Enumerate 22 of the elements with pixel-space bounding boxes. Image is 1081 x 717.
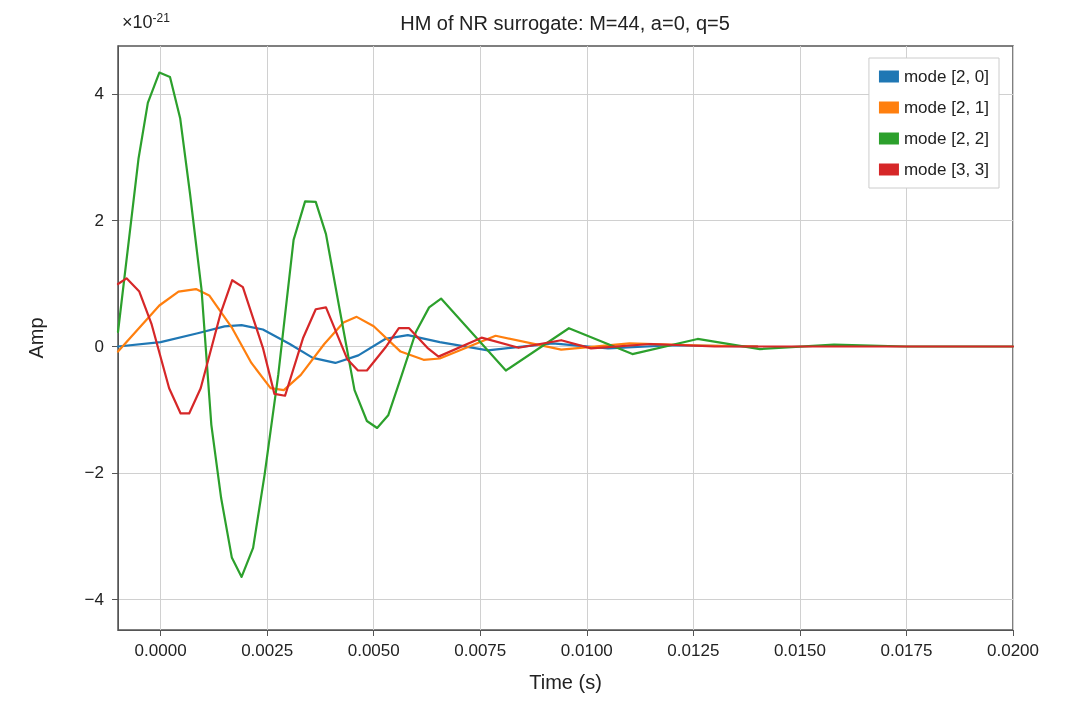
line-series <box>116 277 1015 415</box>
legend-label: mode [3, 3] <box>903 160 990 179</box>
y-axis-title: Amp <box>25 317 47 359</box>
x-tick-label: 0.0125 <box>667 641 720 660</box>
x-tick-label: 0.0200 <box>987 641 1039 660</box>
y-tick-label: 2 <box>94 210 104 230</box>
y-tick-label: 4 <box>94 84 104 104</box>
y-tick-label: −2 <box>84 463 104 483</box>
y-tick-label: −4 <box>84 589 104 609</box>
x-axis-title: Time (s) <box>529 671 602 693</box>
x-tick-label: 0.0000 <box>134 641 187 660</box>
x-tick-label: 0.0075 <box>454 641 507 660</box>
x-tick-label: 0.0025 <box>241 641 294 660</box>
x-tick-label: 0.0150 <box>773 641 826 660</box>
x-tick-label: 0.0050 <box>347 641 400 660</box>
x-tick-label: 0.0100 <box>560 641 613 660</box>
legend-label: mode [2, 2] <box>903 129 990 148</box>
x-tick-label: 0.0175 <box>880 641 933 660</box>
chart-title: HM of NR surrogate: M=44, a=0, q=5 <box>400 12 730 34</box>
legend-label: mode [2, 1] <box>903 98 990 117</box>
y-tick-label: 0 <box>94 337 104 357</box>
legend-label: mode [2, 0] <box>903 67 990 86</box>
